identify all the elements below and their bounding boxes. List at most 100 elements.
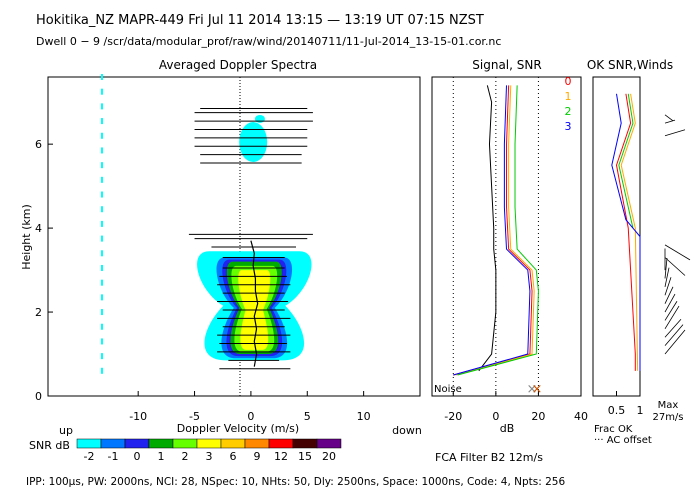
clutter-streak xyxy=(100,118,103,125)
ok-legend-0: 0 xyxy=(565,75,572,88)
y-tick-label: 6 xyxy=(35,138,42,151)
db-axis-label: dB xyxy=(500,422,515,435)
cross-marker-2: × xyxy=(532,382,543,397)
clutter-streak xyxy=(100,323,103,330)
clutter-streak xyxy=(100,264,103,271)
ok-frame xyxy=(592,76,641,397)
ok-legend-3: 3 xyxy=(565,120,572,133)
clutter-streak xyxy=(100,367,103,374)
y-tick-label: 4 xyxy=(35,222,42,235)
clutter-streak xyxy=(100,220,103,227)
wind-vector-8 xyxy=(664,267,670,287)
mean-velocity-line xyxy=(250,240,259,367)
snr-colour-scale: -2 -1 0 1 2 3 6 9 12 15 20 xyxy=(76,438,342,463)
header-line-2: Dwell 0 − 9 /scr/data/modular_prof/raw/w… xyxy=(36,35,501,48)
snr-swatch-9 xyxy=(244,438,270,449)
snr-swatch-label: 15 xyxy=(298,450,312,463)
signal-lines xyxy=(453,85,539,376)
max-label: Max xyxy=(658,400,679,411)
spectra-title: Averaged Doppler Spectra xyxy=(159,58,317,72)
wind-vector-3 xyxy=(664,305,680,330)
ok-lines xyxy=(611,93,641,371)
series-ok-2 xyxy=(618,93,634,229)
fca-filter-label: FCA Filter B2 12m/s xyxy=(435,451,543,464)
velocity-axis-label: Doppler Velocity (m/s) xyxy=(177,422,299,435)
spectral-width-bars xyxy=(188,107,313,370)
spectra-panel: -10 -5 0 5 10 0 2 4 6 xyxy=(35,74,421,423)
wind-vector-7 xyxy=(664,277,672,296)
snr-swatch--2 xyxy=(76,438,102,449)
signal-ticks: -20 0 20 40 xyxy=(444,391,588,423)
ok-legend: 0 1 2 3 xyxy=(565,75,572,133)
clutter-streak xyxy=(100,250,103,257)
wind-vector-12 xyxy=(664,244,691,261)
wind-vector-9 xyxy=(664,258,668,279)
x-tick-label: 5 xyxy=(304,410,311,423)
clutter-streak xyxy=(100,132,103,139)
spectra-echo-layers xyxy=(100,74,312,374)
x-tick-label: 0 xyxy=(247,410,254,423)
clutter-streak xyxy=(100,279,103,286)
clutter-streak xyxy=(100,309,103,316)
clutter-streak xyxy=(100,103,103,110)
ok-x-tick-label: 1 xyxy=(637,404,644,417)
up-label: up xyxy=(59,424,73,437)
signal-frame xyxy=(431,76,582,397)
clutter-streak xyxy=(100,88,103,95)
wind-vector-11 xyxy=(664,257,686,276)
snr-db-label: SNR dB xyxy=(29,439,70,452)
x-tick-label: -5 xyxy=(189,410,200,423)
clutter-streak xyxy=(100,74,103,80)
signal-x-tick-label: 20 xyxy=(531,410,545,423)
clutter-streak xyxy=(100,206,103,213)
signal-title: Signal, SNR xyxy=(472,58,541,72)
max-value: 27m/s xyxy=(652,412,683,423)
snr-swatch-label: 3 xyxy=(206,450,213,463)
clutter-streak xyxy=(100,353,103,360)
snr-swatch-2 xyxy=(172,438,198,449)
snr-swatch-label: -2 xyxy=(84,450,95,463)
wind-vector-13 xyxy=(664,129,686,137)
ok-title: OK SNR,Winds xyxy=(587,58,673,72)
y-tick-label: 2 xyxy=(35,306,42,319)
spectra-axis-ticks: -10 -5 0 5 10 0 2 4 6 xyxy=(35,138,371,423)
wind-vector-2 xyxy=(664,318,682,338)
x-tick-label: -10 xyxy=(129,410,147,423)
height-axis-label: Height (km) xyxy=(20,204,33,270)
wind-vector-6 xyxy=(664,286,674,304)
frac-ok-label: Frac OK xyxy=(594,424,633,435)
signal-panel: -20 0 20 40 Noise × × xyxy=(431,76,588,423)
snr-swatch--1 xyxy=(100,438,126,449)
snr-swatch-3 xyxy=(196,438,222,449)
series-ok-3 xyxy=(611,93,641,371)
snr-swatch-20 xyxy=(316,438,342,449)
clutter-streak xyxy=(100,191,103,198)
snr-swatch-label: 2 xyxy=(182,450,189,463)
snr-swatch-1 xyxy=(148,438,174,449)
series-snr-2 xyxy=(457,85,539,376)
series-snr-1 xyxy=(455,85,535,376)
series-ok-0 xyxy=(615,93,636,371)
snr-swatch-label: 6 xyxy=(230,450,237,463)
clutter-streak xyxy=(100,162,103,169)
wind-vector-4 xyxy=(664,301,678,321)
ok-x-tick-label: 0.5 xyxy=(608,404,626,417)
clutter-streak xyxy=(100,147,103,154)
series-ok-1 xyxy=(620,93,639,371)
series-snr-3 xyxy=(453,85,531,376)
series-signal xyxy=(478,85,497,372)
snr-swatch-label: 20 xyxy=(322,450,336,463)
wind-vector-1 xyxy=(664,324,684,346)
signal-x-tick-label: 0 xyxy=(492,410,499,423)
clutter-streak xyxy=(100,338,103,345)
ok-ticks: 0.5 1 xyxy=(608,391,644,417)
cross-marker: × xyxy=(527,382,538,397)
footer-params: IPP: 100μs, PW: 2000ns, NCI: 28, NSpec: … xyxy=(26,476,565,488)
snr-swatch-15 xyxy=(292,438,318,449)
wind-vectors xyxy=(664,114,691,355)
ac-offset-label: ··· AC offset xyxy=(594,435,652,446)
noise-label: Noise xyxy=(434,384,462,395)
spectra-frame xyxy=(47,76,421,397)
